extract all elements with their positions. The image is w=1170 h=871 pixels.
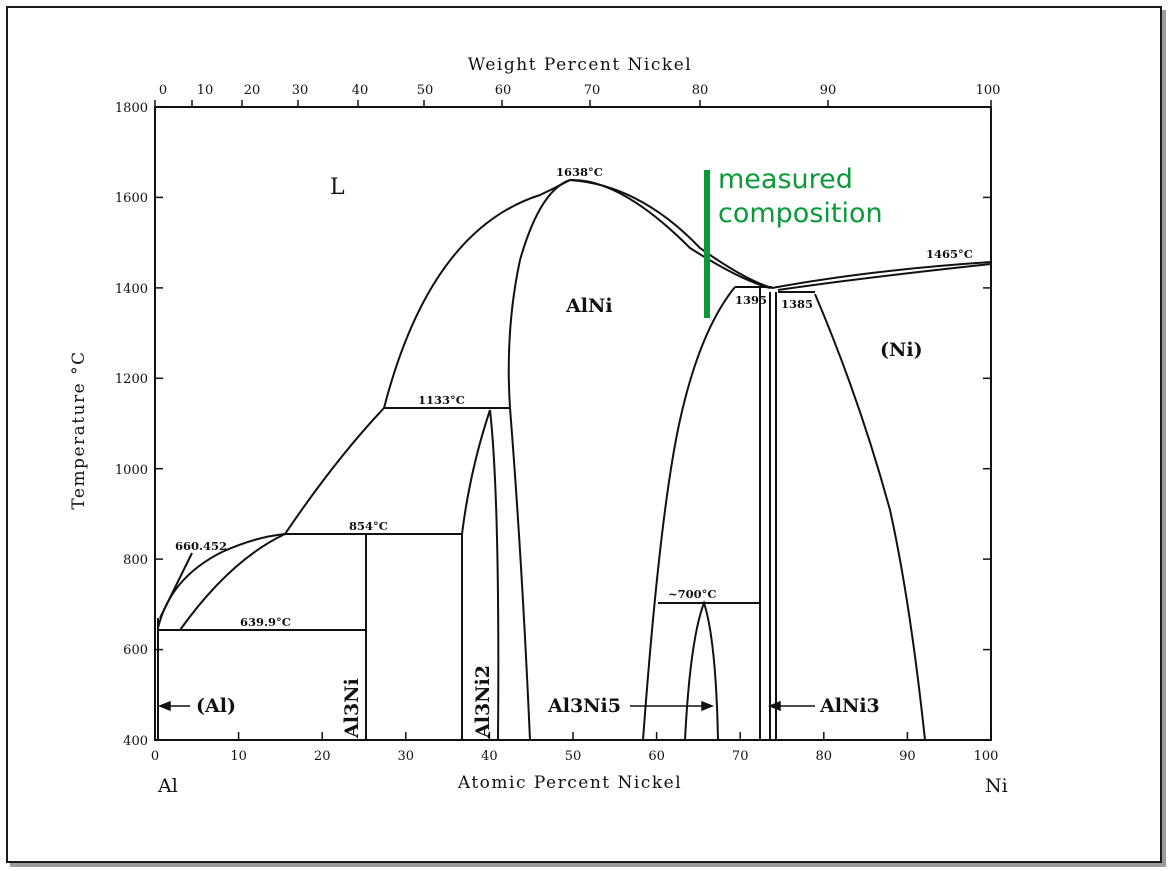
top-tick-label: 0 (159, 83, 167, 98)
x-tick-label: 10 (230, 749, 247, 764)
annotation-1133: 1133°C (418, 393, 465, 407)
x-tick-label: 80 (816, 749, 833, 764)
y-tick-label: 1600 (115, 191, 148, 206)
phase-al3ni: Al3Ni (341, 678, 363, 739)
y-tick-label: 800 (123, 553, 148, 568)
ni-end-label: Ni (985, 775, 1008, 797)
annotation-660: 660.452 (175, 539, 227, 553)
top-tick-label: 80 (692, 83, 709, 98)
alni-al3ni2-boundary (509, 407, 531, 741)
x-tick-label: 50 (565, 749, 582, 764)
top-tick-label: 30 (292, 83, 309, 98)
solidus-alni-ni-side (569, 179, 773, 289)
top-tick-labels: 0 10 20 30 40 50 60 70 80 90 100 (159, 83, 1001, 98)
y-tick-label: 400 (123, 734, 148, 749)
al3ni5-dome (684, 599, 719, 741)
y-tick-marks (155, 106, 991, 741)
top-tick-marks (154, 100, 992, 107)
ni-solvus (814, 293, 926, 741)
bottom-tick-marks (154, 732, 992, 740)
liquidus-al-side (157, 179, 571, 629)
y-tick-label: 1000 (115, 463, 148, 478)
top-tick-label: 10 (197, 83, 214, 98)
phase-boundaries (157, 178, 992, 741)
top-tick-label: 90 (820, 83, 837, 98)
x-tick-label: 90 (899, 749, 916, 764)
ni-solidus (777, 263, 992, 291)
phase-al: (Al) (196, 695, 236, 717)
top-tick-label: 20 (244, 83, 261, 98)
phase-alni3: AlNi3 (819, 695, 880, 717)
annotation-1638: 1638°C (556, 165, 603, 179)
top-tick-label: 50 (417, 83, 434, 98)
annotation-1395: 1395 (735, 293, 767, 307)
x-tick-label: 70 (732, 749, 749, 764)
temperature-annotations: 1638°C 1465°C 1395 1385 1133°C 854°C 660… (175, 165, 973, 629)
al3ni2-right (489, 409, 500, 741)
phase-labels: L AlNi (Ni) (Al) Al3Ni Al3Ni2 Al3Ni5 AlN… (196, 175, 923, 739)
phase-al3ni5: Al3Ni5 (547, 695, 621, 717)
phase-al3ni2: Al3Ni2 (472, 665, 494, 739)
annotation-1465: 1465°C (926, 247, 973, 261)
marker-label-line1: measured (718, 164, 853, 195)
phase-liquid: L (330, 175, 345, 200)
top-tick-label: 40 (352, 83, 369, 98)
bottom-axis-title: Atomic Percent Nickel (457, 773, 682, 793)
liquidus-alni-ni-side (569, 178, 771, 289)
al-end-label: Al (157, 775, 178, 797)
y-tick-label: 600 (123, 643, 148, 658)
x-tick-label: 60 (648, 749, 665, 764)
x-tick-label: 0 (151, 749, 159, 764)
y-tick-label: 1800 (115, 101, 148, 116)
x-tick-label: 100 (974, 749, 999, 764)
annotation-854: 854°C (349, 519, 388, 533)
annotation-700: ~700°C (668, 587, 717, 601)
left-axis-title: Temperature °C (69, 350, 89, 509)
top-tick-label: 70 (584, 83, 601, 98)
x-tick-label: 20 (314, 749, 331, 764)
annotation-639: 639.9°C (240, 615, 291, 629)
arrows (157, 700, 815, 712)
x-tick-label: 30 (398, 749, 415, 764)
y-tick-label: 1400 (115, 282, 148, 297)
marker-label-line2: composition (718, 198, 883, 229)
x-tick-label: 40 (481, 749, 498, 764)
top-axis-title: Weight Percent Nickel (468, 55, 692, 75)
top-tick-label: 100 (976, 83, 1001, 98)
y-tick-labels: 400 600 800 1000 1200 1400 1600 1800 (115, 101, 148, 749)
annotation-1385: 1385 (781, 297, 813, 311)
ni-liquidus (771, 261, 992, 289)
x-tick-labels: 0 10 20 30 40 50 60 70 80 90 100 (151, 749, 999, 764)
figure-frame (6, 6, 1162, 863)
y-tick-label: 1200 (115, 372, 148, 387)
phase-ni: (Ni) (880, 339, 923, 361)
alni-right-boundary (642, 286, 736, 741)
al3ni2-left (461, 409, 491, 535)
top-tick-label: 60 (495, 83, 512, 98)
phase-alni: AlNi (565, 295, 613, 317)
alni-left-boundary (507, 179, 571, 409)
